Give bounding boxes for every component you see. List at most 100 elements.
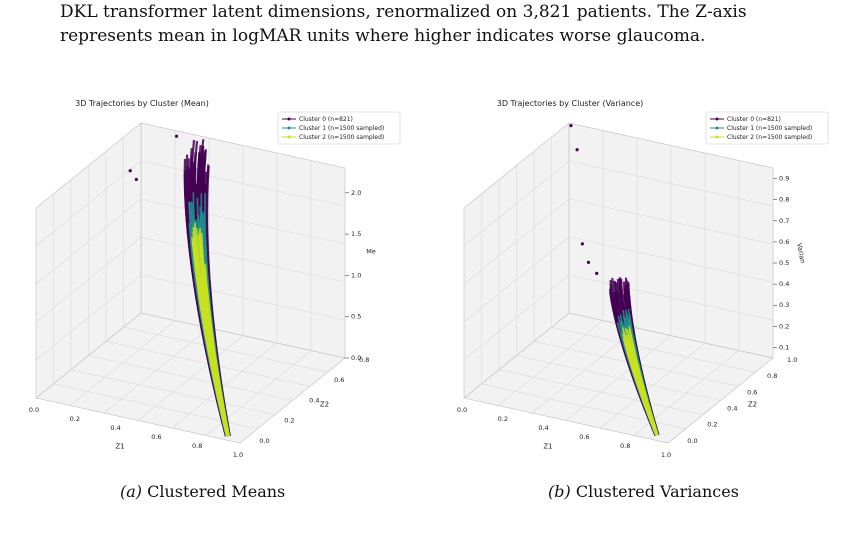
grid-line	[140, 236, 346, 283]
z-tick-label: 1.0	[351, 271, 361, 279]
caption-line-2: represents mean in logMAR units where hi…	[60, 26, 706, 46]
z-tick-label: 0.9	[779, 175, 789, 183]
subcaption-a: (a) Clustered Means	[120, 482, 285, 501]
series-cluster-2	[191, 222, 230, 437]
grid-line	[568, 160, 774, 207]
x-tick-label: 0.8	[192, 442, 202, 450]
z-tick-label: 0.5	[779, 259, 789, 267]
outlier-point	[134, 177, 138, 182]
x-tick-label: 1.0	[661, 451, 671, 458]
z-tick-label: 0.3	[779, 301, 789, 309]
grid-line	[568, 274, 774, 321]
legend-swatch-marker	[715, 135, 719, 139]
subcaption-b-label: (b)	[548, 482, 571, 501]
z-tick-label: 0.1	[779, 343, 789, 351]
y-tick-label: 0.4	[727, 404, 737, 412]
trajectory-line	[201, 264, 230, 437]
trajectory-line	[191, 236, 228, 437]
grid-line	[463, 274, 570, 361]
z-tick-label: 0.7	[779, 217, 789, 225]
caption-line-1: DKL transformer latent dimensions, renor…	[60, 2, 747, 22]
x-tick-label: 1.0	[233, 451, 243, 458]
chart-variance-svg: 3D Trajectories by Cluster (Variance) 0.0…	[457, 99, 829, 458]
outlier-point	[128, 169, 132, 173]
grid-line	[35, 274, 142, 361]
chart-panel-variance: 3D Trajectories by Cluster (Variance) 0.0…	[428, 98, 848, 458]
outlier-point	[569, 124, 573, 128]
x-axis-label-1: Z1	[543, 443, 552, 451]
grid-line	[463, 198, 570, 285]
series-cluster-2	[622, 326, 659, 436]
trajectory-cloud-1	[569, 124, 660, 436]
z-tick-label: 0.8	[779, 196, 789, 204]
figure-caption: DKL transformer latent dimensions, renor…	[60, 0, 850, 48]
subcaption-a-text: Clustered Means	[142, 482, 286, 501]
grid-line	[140, 274, 346, 321]
outlier-point	[580, 242, 584, 246]
z-tick-label: 0.0	[351, 354, 361, 362]
y-tick-label: 0.0	[687, 437, 697, 445]
y-tick-label: 0.4	[309, 396, 319, 404]
chart-title-0: 3D Trajectories by Cluster (Mean)	[75, 99, 209, 108]
grid-line	[35, 198, 142, 285]
chart-panel-mean: 3D Trajectories by Cluster (Mean) 0.0 0.2 0…	[0, 98, 420, 458]
legend-swatch-marker	[287, 126, 291, 130]
grid-line	[35, 160, 142, 247]
legend-swatch-marker	[287, 135, 291, 139]
chart-mean-svg: 3D Trajectories by Cluster (Mean) 0.0 0.2 0…	[29, 99, 401, 458]
trajectory-line	[628, 357, 657, 436]
trajectory-line	[631, 357, 658, 436]
y-axis-label-1: Z2	[748, 401, 757, 409]
legend-entry: Cluster 1 (n=1500 sampled)	[727, 125, 812, 132]
y-tick-label: 0.6	[334, 376, 344, 384]
subcaption-a-label: (a)	[120, 482, 143, 501]
z-tick-label: 0.5	[351, 313, 361, 321]
outlier-point	[586, 260, 591, 264]
grid-line	[140, 198, 346, 245]
legend-box	[277, 111, 401, 145]
y-axis-label-0: Z2	[320, 401, 329, 409]
trajectory-line	[629, 331, 659, 436]
z-axis-label-0: Me	[366, 248, 376, 256]
x-tick-label: 0.6	[579, 433, 589, 441]
subcaption-b-text: Clustered Variances	[570, 482, 739, 501]
outlier-point	[595, 271, 599, 275]
grid-line	[463, 236, 570, 323]
legend-entry: Cluster 2 (n=1500 sampled)	[299, 134, 384, 141]
z-tick-label: 1.5	[351, 230, 361, 238]
z-tick-label: 0.2	[779, 322, 789, 330]
legend-entry: Cluster 1 (n=1500 sampled)	[299, 125, 384, 132]
grid-line	[551, 326, 756, 373]
legend-0: Cluster 0 (n=821) Cluster 1 (n=1500 sampl…	[277, 111, 401, 145]
subcaption-b: (b) Clustered Variances	[548, 482, 739, 501]
legend-box	[705, 111, 829, 145]
outlier-point	[174, 134, 179, 138]
outlier-point	[575, 148, 579, 152]
chart-title-1: 3D Trajectories by Cluster (Variance)	[497, 99, 644, 108]
legend-swatch-marker	[715, 126, 719, 130]
x-tick-label: 0.4	[538, 424, 548, 432]
y-tick-label: 0.8	[359, 356, 369, 364]
legend-entry: Cluster 2 (n=1500 sampled)	[727, 134, 812, 141]
y-tick-label: 0.8	[767, 372, 777, 380]
z-axis-label-1: Varian	[795, 242, 806, 264]
grid-line	[568, 236, 774, 283]
grid-line	[140, 160, 346, 207]
trajectory-cloud-0	[128, 134, 231, 437]
y-tick-label: 0.2	[707, 421, 717, 429]
grid-line	[35, 236, 142, 323]
legend-swatch-marker	[715, 117, 719, 121]
grid-line	[568, 198, 774, 245]
legend-entry: Cluster 0 (n=821)	[299, 116, 353, 123]
grid-line	[123, 326, 328, 373]
y-tick-label: 0.6	[747, 388, 757, 396]
x-tick-label: 0.6	[151, 433, 161, 441]
x-tick-label: 0.0	[457, 406, 467, 414]
y-tick-label: 0.2	[284, 417, 294, 425]
z-tick-label: 0.4	[779, 280, 789, 288]
x-tick-label: 0.2	[498, 415, 508, 423]
x-tick-label: 0.2	[70, 415, 80, 423]
x-tick-label: 0.0	[29, 406, 39, 414]
legend-entry: Cluster 0 (n=821)	[727, 116, 781, 123]
z-tick-label: 0.6	[779, 238, 789, 246]
